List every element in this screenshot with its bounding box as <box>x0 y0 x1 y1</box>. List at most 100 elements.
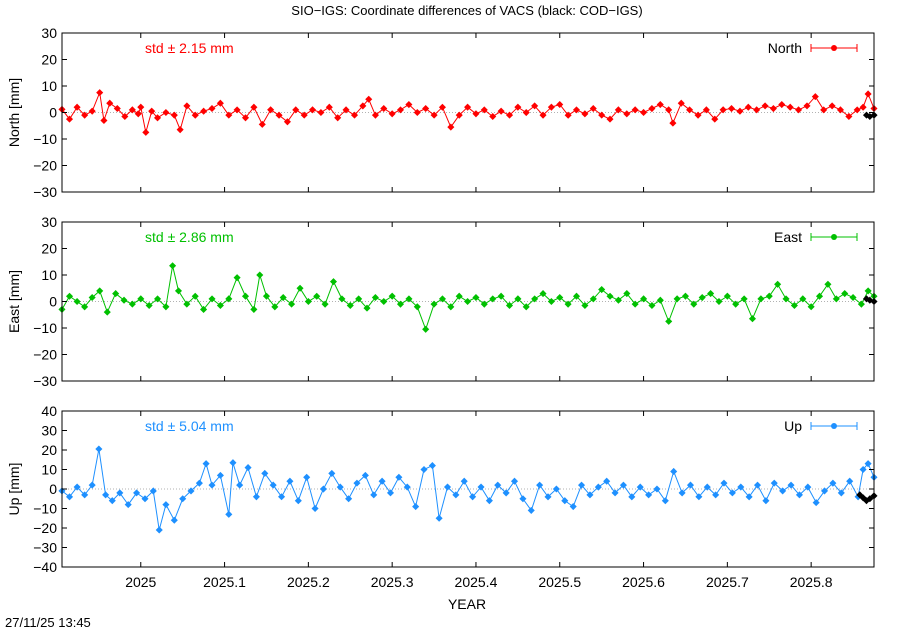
data-point <box>586 491 594 499</box>
data-point <box>594 483 602 491</box>
data-point <box>455 111 463 119</box>
data-point <box>669 119 677 127</box>
data-point <box>250 305 258 313</box>
data-point <box>864 287 872 295</box>
data-point <box>859 465 867 474</box>
data-point <box>225 111 233 119</box>
data-point <box>864 90 872 98</box>
data-point <box>464 297 472 306</box>
data-point <box>112 290 120 298</box>
y-tick-label: 20 <box>41 52 57 68</box>
data-point <box>489 295 497 303</box>
data-point <box>447 303 455 311</box>
data-point <box>334 114 342 122</box>
y-tick-label: −30 <box>33 540 57 556</box>
data-point <box>142 128 150 136</box>
series-line-sio <box>61 448 875 531</box>
y-axis-label: East [mm] <box>6 270 22 333</box>
data-point <box>256 271 264 279</box>
data-point <box>686 481 695 489</box>
data-point <box>480 300 488 308</box>
data-point <box>581 110 589 118</box>
data-point <box>216 301 224 310</box>
data-point <box>405 295 413 303</box>
data-point <box>350 111 359 119</box>
legend-label: North <box>768 40 802 56</box>
data-point <box>113 104 121 113</box>
data-point <box>787 481 795 489</box>
data-point <box>169 262 177 270</box>
y-tick-label: −20 <box>33 520 57 536</box>
data-point <box>359 102 367 110</box>
data-point <box>828 102 836 110</box>
data-point <box>435 514 443 522</box>
data-point <box>695 493 703 501</box>
data-point <box>748 315 757 323</box>
data-point <box>761 102 769 110</box>
data-point <box>572 292 581 300</box>
data-point <box>614 296 622 304</box>
data-point <box>170 516 178 524</box>
series-line-sio <box>61 265 875 331</box>
data-point <box>195 479 203 487</box>
y-tick-label: 10 <box>41 462 57 478</box>
data-point <box>698 293 706 302</box>
data-point <box>514 103 522 111</box>
data-point <box>782 295 790 303</box>
data-point <box>502 489 510 497</box>
data-point <box>430 111 438 119</box>
data-point <box>162 501 170 509</box>
data-point <box>552 485 560 493</box>
data-point <box>88 107 96 115</box>
data-point <box>422 325 430 333</box>
data-point <box>413 303 421 311</box>
data-point <box>707 290 715 298</box>
data-point <box>438 103 446 111</box>
data-point <box>452 491 460 499</box>
data-point <box>527 506 535 514</box>
y-tick-label: 0 <box>49 294 57 310</box>
data-point <box>497 107 505 115</box>
data-point <box>311 504 319 513</box>
data-point <box>88 293 96 302</box>
panel-north: −30 −20 −10 0 10 20 30 North [mm] std ± 2.15 mm N… <box>6 25 878 200</box>
data-point <box>640 108 648 117</box>
data-point <box>304 297 312 306</box>
data-point <box>96 287 104 295</box>
y-tick-label: 10 <box>41 78 57 94</box>
data-point <box>744 103 752 111</box>
chart-title: SIO−IGS: Coordinate differences of VACS … <box>291 3 642 18</box>
data-point <box>225 510 233 518</box>
data-point <box>236 481 244 489</box>
data-point <box>342 106 350 114</box>
data-point <box>665 106 673 114</box>
data-point <box>702 106 710 114</box>
data-point <box>536 481 544 489</box>
data-point <box>522 108 530 117</box>
data-point <box>489 112 497 121</box>
data-point <box>519 495 527 503</box>
data-point <box>472 110 480 118</box>
y-axis-label: Up [mm] <box>6 463 22 516</box>
data-point <box>386 489 395 497</box>
data-point <box>412 503 420 511</box>
data-point <box>363 304 371 312</box>
data-point <box>430 300 438 308</box>
data-point <box>824 280 832 288</box>
data-point <box>124 501 132 509</box>
data-point <box>561 497 569 505</box>
data-point <box>712 491 720 499</box>
data-point <box>661 497 669 505</box>
data-point <box>395 473 403 481</box>
data-point <box>753 481 762 489</box>
data-point <box>174 287 183 295</box>
data-point <box>378 477 386 485</box>
data-point <box>191 292 199 300</box>
data-point <box>753 106 761 114</box>
data-point <box>65 292 74 300</box>
y-tick-label: −40 <box>33 559 57 575</box>
data-point <box>258 120 266 128</box>
data-point <box>589 295 597 303</box>
data-point <box>497 292 505 300</box>
data-point <box>371 111 379 119</box>
